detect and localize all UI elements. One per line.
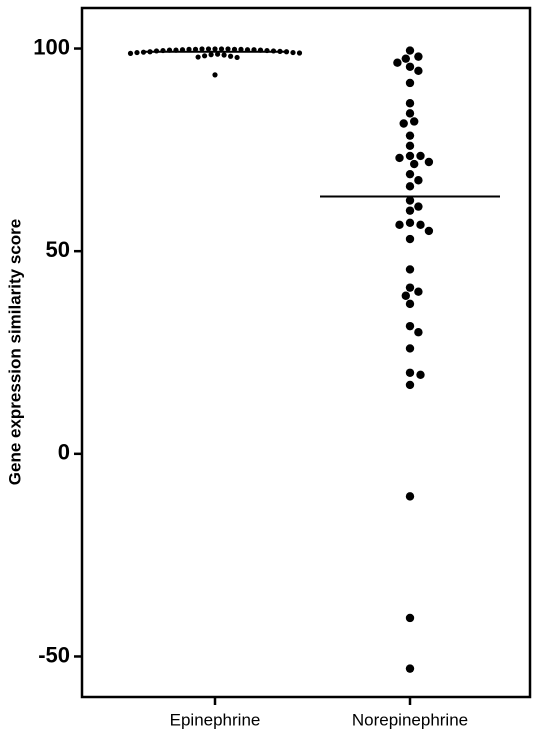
data-point [225,46,231,52]
data-point [244,47,251,53]
data-point [416,151,425,161]
data-point [395,220,404,230]
data-point [296,50,303,56]
data-point [160,47,166,54]
data-point [405,131,415,140]
data-point [134,49,140,56]
data-point [290,49,296,56]
data-point [195,54,201,60]
data-point [228,53,234,59]
data-point [395,153,404,163]
data-point [192,46,199,52]
data-point [424,226,434,236]
data-point [199,46,205,52]
y-tick-label: -50 [38,642,70,667]
data-point [405,46,415,55]
data-point [416,220,425,230]
data-point [231,46,238,52]
data-point [205,46,212,52]
data-point [414,328,423,337]
data-point [212,72,218,78]
data-point [405,368,415,377]
data-point [405,613,415,623]
data-point [405,283,415,292]
data-point [410,159,419,169]
data-point [405,492,415,501]
y-axis-label: Gene expression similarity score [5,219,24,485]
data-point [215,51,221,57]
data-point [405,299,415,309]
y-tick-label: 50 [46,237,70,262]
data-point [414,287,423,296]
data-point [270,48,277,54]
data-point [405,169,415,179]
x-tick-label: Norepinephrine [352,710,468,729]
data-point [414,202,423,211]
data-point [405,380,415,390]
data-point [264,47,270,54]
data-point [202,53,208,59]
data-point [234,54,240,61]
data-point [173,47,179,53]
data-point [405,99,415,108]
data-point [405,218,415,228]
data-point [405,78,415,88]
data-point [424,157,434,167]
data-point [405,62,415,71]
data-point [238,46,244,52]
data-point [405,321,415,331]
data-point [405,344,415,353]
x-tick-label: Epinephrine [170,710,261,729]
data-point [166,47,173,53]
data-point [186,46,192,52]
data-point [405,109,415,118]
data-point [147,49,153,55]
data-point [127,50,134,56]
data-point [221,52,227,58]
data-point [414,52,423,61]
data-point [257,47,264,53]
data-point [212,46,218,52]
data-point [405,182,415,191]
data-point [405,141,415,150]
data-point [405,206,415,215]
data-point [393,58,402,67]
data-point [405,234,415,244]
data-point [140,49,147,55]
data-point [277,48,283,54]
data-point [405,664,415,673]
data-point [401,291,410,300]
data-point [399,119,408,128]
data-point [416,370,425,379]
data-point [218,46,225,52]
plot-frame [80,6,532,699]
data-point [410,117,419,126]
data-point [405,265,415,274]
data-point [283,49,290,55]
data-point [401,54,410,63]
data-point [405,151,415,161]
data-point [153,48,160,54]
data-point [251,47,257,53]
data-point [405,196,415,205]
data-point [414,176,423,185]
data-point [179,47,186,53]
y-tick-label: 0 [58,440,70,465]
data-point [208,52,214,58]
data-point [414,66,423,76]
y-tick-label: 100 [33,34,70,59]
